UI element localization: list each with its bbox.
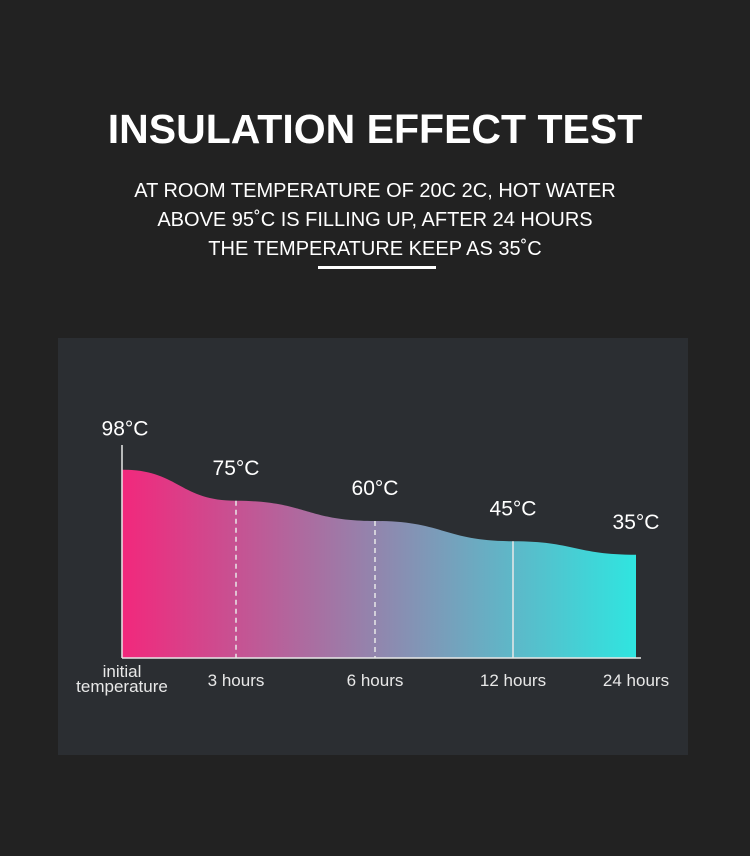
subtitle-line: THE TEMPERATURE KEEP AS 35˚C (208, 238, 541, 260)
subtitle-line: ABOVE 95˚C IS FILLING UP, AFTER 24 HOURS (157, 209, 592, 231)
x-tick-label: 3 hours (207, 671, 265, 690)
x-tick-label: 24 hours (602, 671, 670, 690)
value-label: 35°C (613, 511, 660, 534)
value-label: 75°C (213, 457, 260, 480)
x-tick-label: 12 hours (479, 671, 547, 690)
underline (318, 266, 436, 269)
value-label: 98°C (102, 418, 149, 441)
subtitle-line: AT ROOM TEMPERATURE OF 20C 2C, HOT WATER (134, 180, 616, 202)
x-tick-label: 6 hours (346, 671, 404, 690)
area (122, 469, 636, 658)
value-label: 45°C (490, 497, 537, 520)
title: INSULATION EFFECT TEST (108, 106, 643, 152)
value-label: 60°C (352, 477, 399, 500)
x-tick-label: initial temperature (76, 662, 168, 696)
